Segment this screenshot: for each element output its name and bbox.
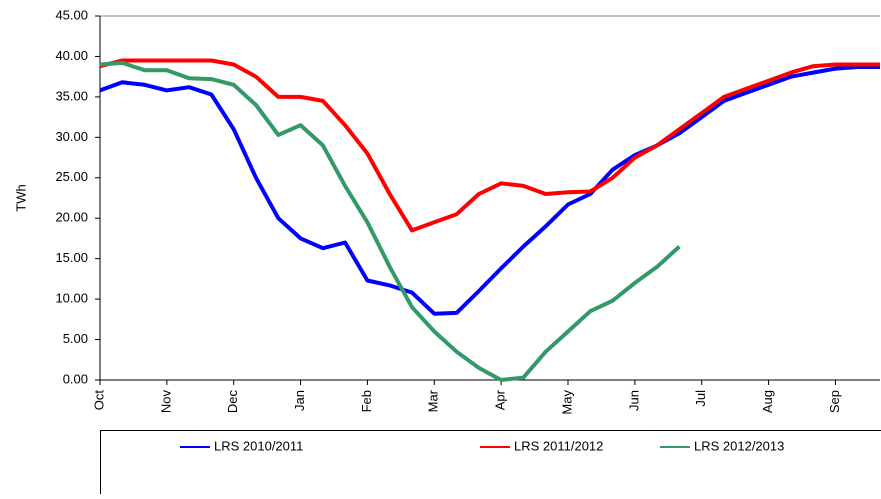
y-tick-label: 0.00 bbox=[63, 371, 88, 386]
x-tick-label: Aug bbox=[760, 390, 775, 413]
legend-label: LRS 2011/2012 bbox=[514, 438, 603, 453]
y-axis-label: TWh bbox=[13, 184, 28, 211]
legend-label: LRS 2012/2013 bbox=[694, 438, 784, 453]
x-tick-label: Apr bbox=[493, 389, 508, 410]
x-tick-label: Dec bbox=[225, 390, 240, 414]
legend-label: LRS 2010/2011 bbox=[214, 438, 303, 453]
x-tick-label: Jul bbox=[693, 390, 708, 407]
x-tick-label: Sep bbox=[827, 390, 842, 413]
x-tick-label: Feb bbox=[359, 390, 374, 412]
x-tick-label: Jan bbox=[292, 390, 307, 411]
y-tick-label: 10.00 bbox=[55, 291, 88, 306]
x-tick-label: Jun bbox=[626, 390, 641, 411]
x-tick-label: May bbox=[559, 390, 574, 415]
x-tick-label: Nov bbox=[158, 390, 173, 414]
y-tick-label: 25.00 bbox=[55, 169, 88, 184]
series-line bbox=[100, 63, 679, 380]
y-tick-label: 20.00 bbox=[55, 210, 88, 225]
y-tick-label: 5.00 bbox=[63, 331, 88, 346]
y-tick-label: 30.00 bbox=[55, 129, 88, 144]
y-tick-label: 35.00 bbox=[55, 88, 88, 103]
y-tick-label: 45.00 bbox=[55, 7, 88, 22]
x-tick-label: Oct bbox=[91, 390, 106, 411]
y-tick-label: 15.00 bbox=[55, 250, 88, 265]
x-tick-label: Mar bbox=[426, 389, 441, 412]
y-tick-label: 40.00 bbox=[55, 48, 88, 63]
